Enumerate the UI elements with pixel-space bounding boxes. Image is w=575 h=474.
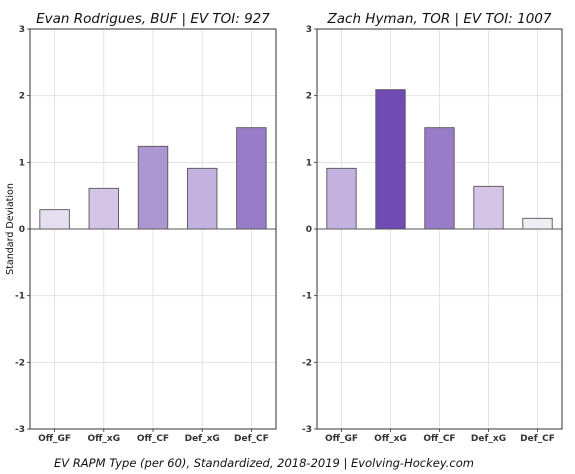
- y-tick-label: 2: [306, 92, 312, 102]
- y-tick-label: 2: [19, 92, 25, 102]
- y-tick-label: 1: [306, 158, 312, 168]
- y-tick-label: 3: [19, 25, 25, 35]
- x-tick-label: Def_CF: [520, 434, 555, 444]
- x-tick-label: Off_CF: [423, 434, 455, 444]
- chart-caption: EV RAPM Type (per 60), Standardized, 201…: [54, 456, 474, 470]
- y-tick-label: -2: [15, 358, 25, 368]
- bar-off-xg: [88, 187, 120, 230]
- x-tick-label: Off_GF: [38, 434, 71, 444]
- y-tick-label: -1: [302, 292, 312, 302]
- y-tick-label: 1: [19, 158, 25, 168]
- chart-panel-2: 3 2 1 0 -1 -2 -3 Off_GF Off_xG Off_CF Def_xG Def_CF…: [302, 11, 563, 444]
- bar-off-cf: [137, 145, 169, 230]
- bar-off-gf: [326, 167, 357, 230]
- plot-frame: [316, 28, 563, 430]
- y-tick-label: -3: [15, 425, 25, 435]
- y-tick-label: -1: [15, 292, 25, 302]
- y-tick-label: 0: [306, 225, 312, 235]
- chart-title: Evan Rodrigues, BUF | EV TOI: 927: [36, 11, 270, 27]
- y-tick-label: -3: [302, 425, 312, 435]
- bar-off-xg: [375, 89, 406, 230]
- bar-def-xg: [186, 167, 218, 230]
- plot-frame: [29, 28, 277, 430]
- x-tick-label: Def_CF: [234, 434, 269, 444]
- y-axis-label: Standard Deviation: [5, 183, 16, 275]
- x-tick-label: Def_xG: [471, 434, 506, 444]
- bar-off-cf: [424, 127, 455, 230]
- chart-panels: 3 2 1 0 -1 -2 -3 Off_GF Off_xG Off_CF Def_xG Def_CF…: [5, 11, 563, 444]
- x-tick-label: Off_CF: [137, 434, 169, 444]
- x-tick-label: Def_xG: [185, 434, 220, 444]
- bar-def-xg: [473, 185, 504, 230]
- bar-def-cf: [236, 127, 267, 230]
- chart-panel-1: 3 2 1 0 -1 -2 -3 Off_GF Off_xG Off_CF Def_xG Def_CF…: [5, 11, 277, 444]
- x-tick-label: Off_xG: [87, 434, 120, 444]
- x-tick-label: Off_GF: [325, 434, 358, 444]
- x-tick-label: Off_xG: [374, 434, 407, 444]
- y-tick-label: -2: [302, 358, 312, 368]
- bar-def-cf: [522, 217, 553, 230]
- bar-off-gf: [39, 209, 70, 230]
- y-tick-label: 0: [19, 225, 25, 235]
- chart-title: Zach Hyman, TOR | EV TOI: 1007: [327, 11, 552, 27]
- y-tick-label: 3: [306, 25, 312, 35]
